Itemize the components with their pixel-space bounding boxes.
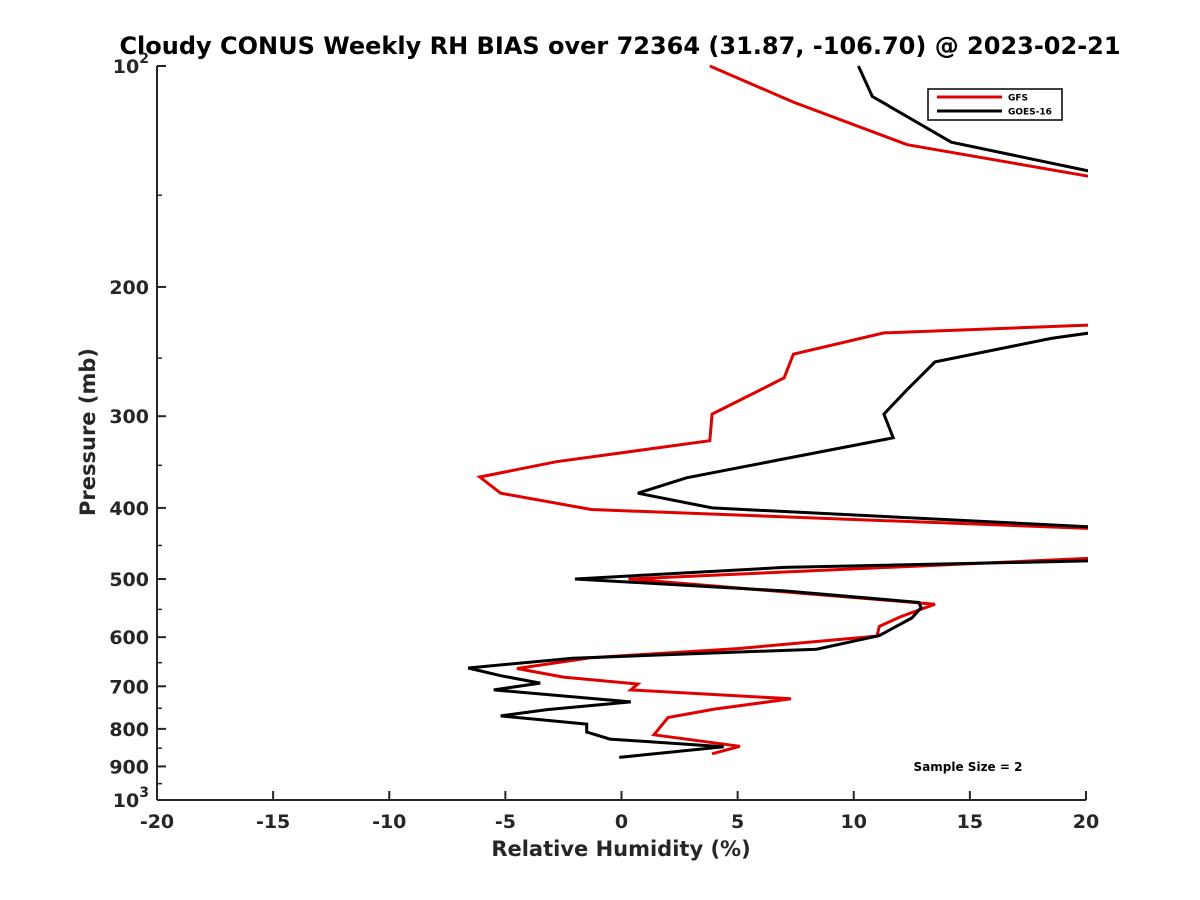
x-tick-label: 15	[957, 811, 983, 833]
y-tick-label: 900	[109, 756, 149, 778]
sample-size-annotation: Sample Size = 2	[914, 760, 1023, 774]
x-tick-label: 10	[841, 811, 867, 833]
legend-label-goes-16: GOES-16	[1008, 108, 1052, 118]
x-tick-label: 5	[731, 811, 744, 833]
axes: -20 -15 -10 -5 0 5 10 15 20 102 200 300 400 500 600 700…	[109, 51, 1099, 833]
y-tick-label: 102	[113, 51, 149, 78]
y-tick-label: 103	[113, 785, 149, 812]
legend-label-gfs: GFS	[1008, 94, 1028, 104]
plot-area	[467, 64, 1088, 759]
y-tick-label: 800	[109, 719, 149, 741]
legend: GFS GOES-16	[927, 88, 1063, 121]
x-tick-label: -15	[256, 811, 290, 833]
y-tick-label: 600	[109, 627, 149, 649]
x-tick-label: 20	[1073, 811, 1099, 833]
chart-title: Cloudy CONUS Weekly RH BIAS over 72364 (…	[119, 32, 1120, 60]
legend-box	[927, 88, 1063, 121]
x-tick-label: -10	[372, 811, 406, 833]
y-tick-label: 500	[109, 569, 149, 591]
y-tick-label: 700	[109, 676, 149, 698]
series-line-goes-16	[467, 65, 1088, 759]
y-tick-label: 400	[109, 498, 149, 520]
x-axis-label: Relative Humidity (%)	[491, 837, 750, 861]
x-tick-label: -20	[140, 811, 174, 833]
series-line-gfs	[476, 64, 1088, 756]
y-tick-label: 300	[109, 406, 149, 428]
y-axis-label: Pressure (mb)	[76, 348, 100, 516]
x-tick-label: -5	[495, 811, 516, 833]
x-tick-label: 0	[615, 811, 628, 833]
y-tick-label: 200	[109, 277, 149, 299]
